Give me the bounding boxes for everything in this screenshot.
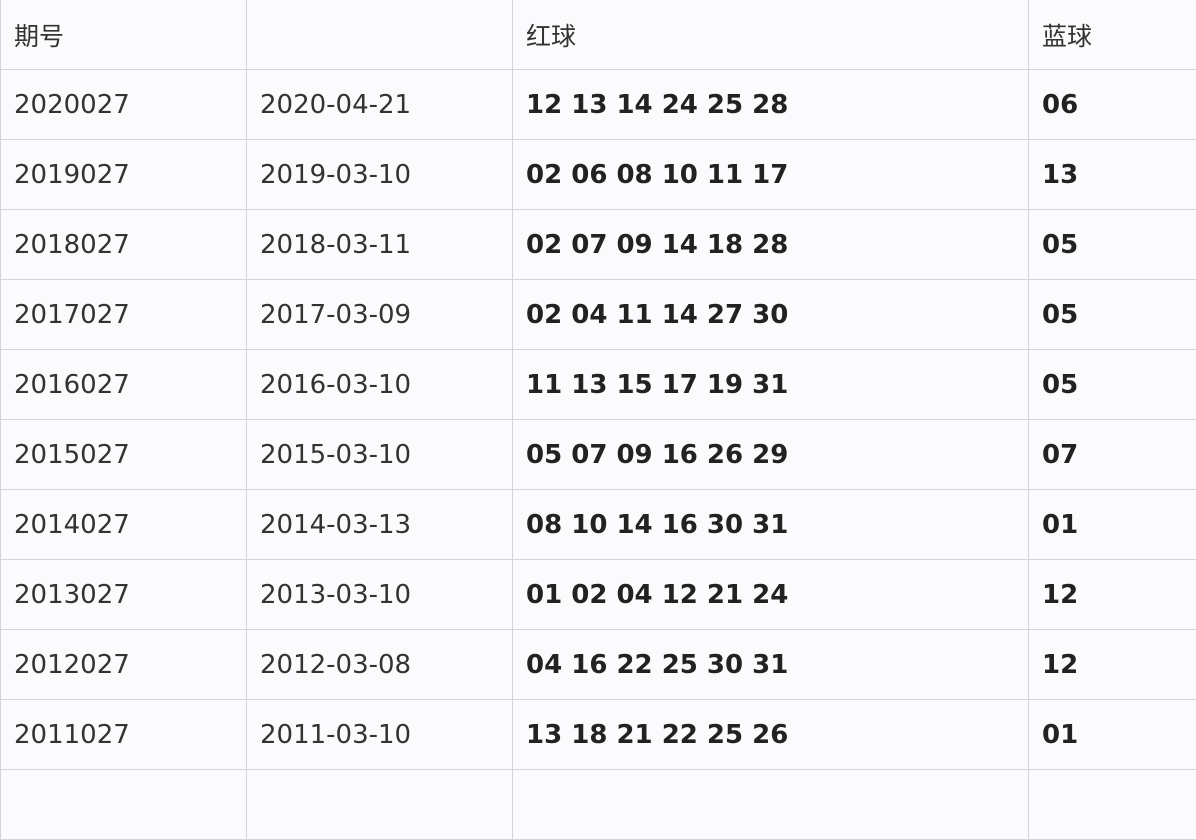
issue-cell: 2018027 bbox=[1, 210, 247, 280]
header-issue: 期号 bbox=[1, 0, 247, 70]
blue-ball-cell: 01 bbox=[1029, 490, 1196, 560]
blue-ball-cell: 05 bbox=[1029, 350, 1196, 420]
red-balls-cell: 12 13 14 24 25 28 bbox=[513, 70, 1029, 140]
red-balls-cell: 02 06 08 10 11 17 bbox=[513, 140, 1029, 210]
red-balls-cell: 08 10 14 16 30 31 bbox=[513, 490, 1029, 560]
date-cell: 2015-03-10 bbox=[247, 420, 513, 490]
blue-ball-cell: 12 bbox=[1029, 630, 1196, 700]
blue-ball-cell: 13 bbox=[1029, 140, 1196, 210]
date-cell: 2020-04-21 bbox=[247, 70, 513, 140]
issue-cell: 2015027 bbox=[1, 420, 247, 490]
date-cell: 2018-03-11 bbox=[247, 210, 513, 280]
issue-cell: 2016027 bbox=[1, 350, 247, 420]
red-balls-cell: 04 16 22 25 30 31 bbox=[513, 630, 1029, 700]
header-date bbox=[247, 0, 513, 70]
issue-cell: 2011027 bbox=[1, 700, 247, 770]
red-balls-cell: 05 07 09 16 26 29 bbox=[513, 420, 1029, 490]
issue-cell: 2013027 bbox=[1, 560, 247, 630]
red-balls-cell: 13 18 21 22 25 26 bbox=[513, 700, 1029, 770]
date-cell: 2017-03-09 bbox=[247, 280, 513, 350]
header-row: 期号 红球 蓝球 bbox=[1, 0, 1196, 70]
date-cell: 2019-03-10 bbox=[247, 140, 513, 210]
issue-cell: 2020027 bbox=[1, 70, 247, 140]
issue-cell: 2019027 bbox=[1, 140, 247, 210]
issue-cell: 2017027 bbox=[1, 280, 247, 350]
date-cell: 2013-03-10 bbox=[247, 560, 513, 630]
blue-ball-cell: 12 bbox=[1029, 560, 1196, 630]
header-red-balls: 红球 bbox=[513, 0, 1029, 70]
blue-ball-cell: 07 bbox=[1029, 420, 1196, 490]
issue-cell: 2014027 bbox=[1, 490, 247, 560]
red-balls-cell: 11 13 15 17 19 31 bbox=[513, 350, 1029, 420]
date-cell: 2012-03-08 bbox=[247, 630, 513, 700]
blue-ball-cell: 01 bbox=[1029, 700, 1196, 770]
blue-ball-cell bbox=[1029, 770, 1196, 840]
date-cell: 2011-03-10 bbox=[247, 700, 513, 770]
header-blue-ball: 蓝球 bbox=[1029, 0, 1196, 70]
red-balls-cell: 02 04 11 14 27 30 bbox=[513, 280, 1029, 350]
date-cell bbox=[247, 770, 513, 840]
issue-cell bbox=[1, 770, 247, 840]
blue-ball-cell: 06 bbox=[1029, 70, 1196, 140]
date-cell: 2014-03-13 bbox=[247, 490, 513, 560]
date-cell: 2016-03-10 bbox=[247, 350, 513, 420]
red-balls-cell: 02 07 09 14 18 28 bbox=[513, 210, 1029, 280]
red-balls-cell: 01 02 04 12 21 24 bbox=[513, 560, 1029, 630]
blue-ball-cell: 05 bbox=[1029, 280, 1196, 350]
table-row bbox=[1, 770, 1196, 840]
blue-ball-cell: 05 bbox=[1029, 210, 1196, 280]
red-balls-cell bbox=[513, 770, 1029, 840]
issue-cell: 2012027 bbox=[1, 630, 247, 700]
